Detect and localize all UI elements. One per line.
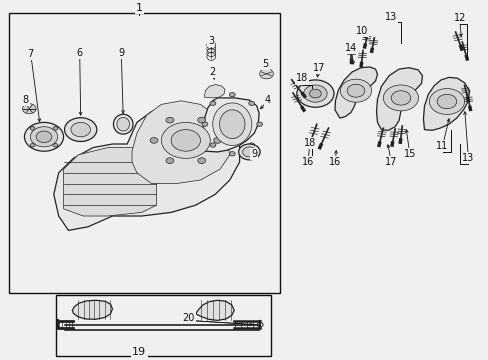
- Polygon shape: [132, 101, 229, 184]
- Text: 14: 14: [344, 43, 357, 53]
- Text: 6: 6: [77, 48, 82, 58]
- Circle shape: [165, 158, 174, 163]
- Text: 9: 9: [251, 149, 257, 159]
- Ellipse shape: [219, 110, 244, 139]
- Polygon shape: [376, 68, 422, 130]
- Text: 4: 4: [264, 95, 270, 105]
- Text: 18: 18: [295, 73, 308, 84]
- Circle shape: [256, 122, 262, 126]
- Polygon shape: [334, 67, 377, 118]
- Circle shape: [197, 117, 205, 123]
- Text: 2: 2: [209, 67, 215, 77]
- Text: 13: 13: [461, 153, 474, 163]
- Circle shape: [36, 131, 52, 143]
- Circle shape: [202, 122, 207, 126]
- Circle shape: [22, 104, 36, 114]
- Circle shape: [309, 89, 321, 98]
- Ellipse shape: [113, 114, 133, 134]
- Text: 18: 18: [303, 138, 316, 148]
- Circle shape: [209, 143, 215, 147]
- Polygon shape: [195, 300, 234, 320]
- Circle shape: [30, 143, 35, 147]
- Text: 17: 17: [384, 157, 397, 167]
- Circle shape: [165, 117, 174, 123]
- Text: 17: 17: [312, 63, 325, 73]
- Circle shape: [248, 143, 254, 147]
- Circle shape: [238, 144, 260, 160]
- Circle shape: [64, 118, 97, 141]
- Polygon shape: [63, 148, 156, 216]
- Text: 16: 16: [328, 157, 341, 167]
- Ellipse shape: [117, 117, 129, 131]
- Text: 12: 12: [452, 13, 465, 23]
- Polygon shape: [423, 77, 468, 130]
- Circle shape: [197, 158, 205, 163]
- Circle shape: [171, 130, 200, 151]
- Text: 15: 15: [403, 149, 415, 159]
- Text: 11: 11: [435, 141, 448, 151]
- Circle shape: [209, 101, 215, 105]
- Ellipse shape: [212, 103, 251, 145]
- Text: 16: 16: [301, 157, 314, 167]
- Circle shape: [346, 84, 364, 97]
- Circle shape: [428, 89, 464, 114]
- Circle shape: [436, 94, 456, 109]
- Circle shape: [24, 122, 63, 151]
- Text: 7: 7: [28, 49, 34, 59]
- Polygon shape: [203, 98, 259, 152]
- Text: 9: 9: [118, 48, 124, 58]
- Circle shape: [71, 122, 90, 137]
- Text: 5: 5: [262, 59, 268, 69]
- Circle shape: [303, 85, 326, 102]
- Circle shape: [390, 91, 410, 105]
- Polygon shape: [72, 300, 112, 319]
- Polygon shape: [204, 85, 224, 98]
- Circle shape: [229, 152, 235, 156]
- Circle shape: [340, 79, 371, 102]
- Circle shape: [259, 69, 273, 79]
- Circle shape: [296, 80, 333, 107]
- Circle shape: [229, 93, 235, 97]
- Text: 20: 20: [182, 313, 194, 323]
- Circle shape: [383, 85, 418, 111]
- Circle shape: [161, 122, 210, 158]
- Circle shape: [53, 127, 58, 130]
- Circle shape: [213, 138, 221, 143]
- Bar: [9, 13, 280, 293]
- Bar: [56, 295, 271, 356]
- Circle shape: [30, 127, 58, 147]
- Text: 3: 3: [208, 36, 214, 46]
- Text: 19: 19: [132, 347, 146, 357]
- Circle shape: [248, 101, 254, 105]
- Circle shape: [242, 147, 256, 157]
- Circle shape: [53, 143, 58, 147]
- Circle shape: [30, 127, 35, 130]
- Text: 13: 13: [384, 12, 397, 22]
- Polygon shape: [54, 104, 239, 230]
- Text: 1: 1: [136, 3, 142, 13]
- Text: 8: 8: [23, 95, 29, 105]
- Circle shape: [150, 138, 158, 143]
- Text: 10: 10: [355, 26, 367, 36]
